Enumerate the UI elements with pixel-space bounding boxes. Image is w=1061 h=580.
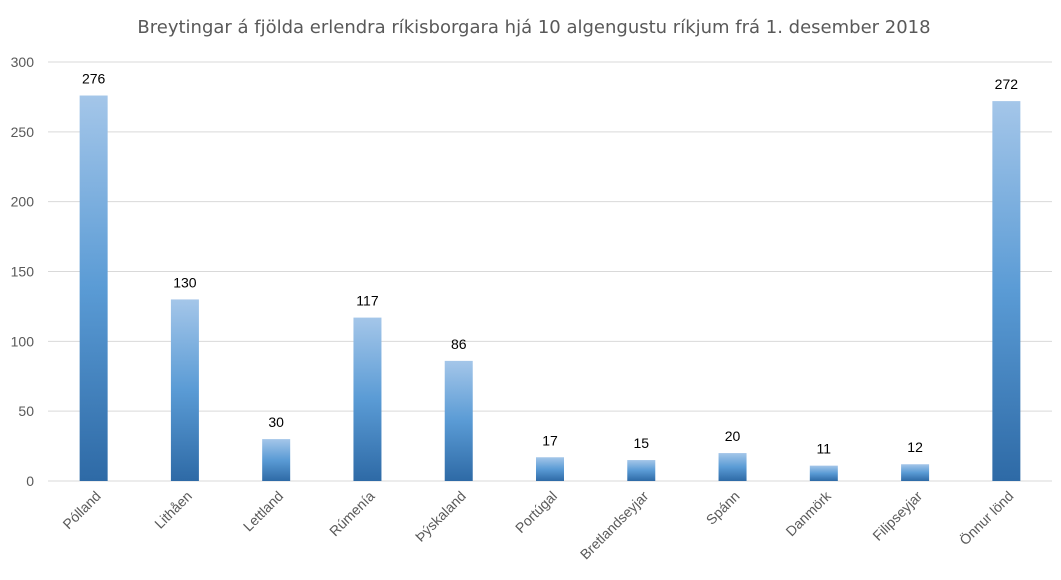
- y-tick-label: 150: [11, 264, 35, 280]
- y-tick-label: 200: [11, 194, 35, 210]
- x-tick-label: Rúmenía: [326, 488, 378, 540]
- x-tick-label: Pólland: [59, 488, 103, 532]
- x-tick-label: Filipseyjar: [869, 488, 925, 544]
- y-axis: 0 50 100 150 200 250 300: [11, 54, 35, 489]
- x-tick-label: Spánn: [703, 488, 743, 528]
- y-tick-label: 250: [11, 124, 35, 140]
- data-label: 130: [173, 274, 197, 290]
- data-label: 12: [907, 439, 923, 455]
- data-label: 86: [451, 336, 467, 352]
- bar: [79, 95, 108, 482]
- x-tick-label: Danmörk: [782, 487, 834, 539]
- x-tick-label: Bretlandseyjar: [577, 488, 652, 563]
- x-tick-label: Lettland: [240, 488, 287, 535]
- x-tick-label: Portúgal: [512, 488, 560, 536]
- x-tick-label: Önnur lönd: [955, 487, 1016, 548]
- data-label: 17: [542, 432, 558, 448]
- data-label: 30: [268, 414, 284, 430]
- bar: [718, 453, 747, 481]
- y-tick-label: 300: [11, 54, 35, 70]
- bar: [353, 317, 382, 481]
- bar: [901, 464, 930, 481]
- bar: [444, 360, 473, 481]
- y-tick-label: 100: [11, 333, 35, 349]
- bar: [809, 465, 838, 481]
- data-label: 15: [633, 435, 649, 451]
- chart-title: Breytingar á fjölda erlendra ríkisborgar…: [137, 17, 930, 38]
- y-tick-label: 0: [26, 473, 34, 489]
- x-tick-label: Lithåen: [151, 488, 195, 532]
- bar: [536, 457, 564, 481]
- bar: [170, 299, 199, 481]
- data-label: 117: [356, 293, 379, 309]
- bar: [262, 439, 291, 481]
- bar: [627, 460, 656, 481]
- data-label: 11: [817, 441, 832, 457]
- bar: [992, 101, 1021, 482]
- bars: [79, 95, 1021, 482]
- y-tick-label: 50: [18, 403, 34, 419]
- data-label: 272: [995, 76, 1019, 92]
- x-tick-label: Þýskaland: [412, 488, 469, 545]
- data-label: 276: [82, 71, 106, 87]
- x-axis: Pólland Lithåen Lettland Rúmenía Þýskaland Po…: [59, 487, 1016, 562]
- data-label: 20: [725, 428, 741, 444]
- gridlines: [48, 61, 1052, 482]
- data-labels: 276 130 30 117 86 17 15 20 11 12 272: [82, 71, 1018, 457]
